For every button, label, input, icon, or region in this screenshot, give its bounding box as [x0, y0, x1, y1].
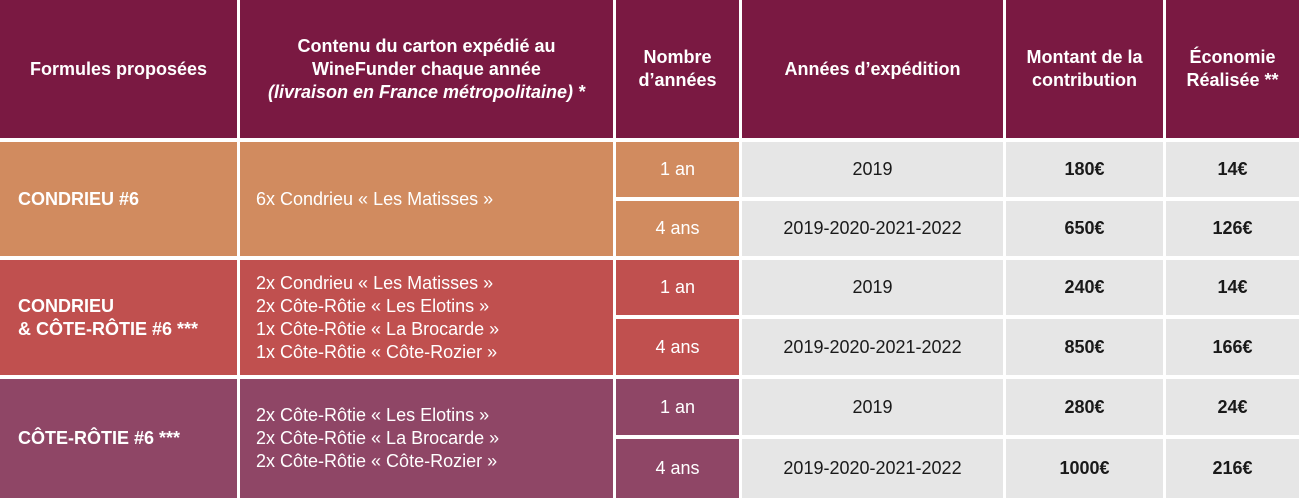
- years-cell: 4 ans: [616, 439, 739, 498]
- header-formulas: Formules proposées: [0, 0, 237, 138]
- content-condrieu-cote-rotie: 2x Condrieu « Les Matisses » 2x Côte-Rôt…: [240, 260, 613, 375]
- years-cell: 4 ans: [616, 319, 739, 375]
- content-line: 2x Côte-Rôtie « La Brocarde »: [256, 428, 500, 448]
- header-years-line1: Nombre: [643, 47, 712, 67]
- shipping-cell: 2019-2020-2021-2022: [742, 201, 1003, 256]
- years-cell: 1 an: [616, 260, 739, 315]
- shipping-value: 2019-2020-2021-2022: [783, 458, 962, 478]
- header-content-line2: WineFunder chaque année: [312, 58, 541, 79]
- shipping-cell: 2019: [742, 142, 1003, 197]
- years-value: 4 ans: [655, 458, 700, 478]
- shipping-value: 2019: [852, 277, 893, 297]
- savings-cell: 126€: [1166, 201, 1299, 256]
- years-value: 1 an: [659, 159, 696, 179]
- savings-value: 216€: [1212, 458, 1253, 478]
- years-value: 4 ans: [655, 218, 700, 238]
- header-shipping-years: Années d’expédition: [742, 0, 1003, 138]
- years-value: 1 an: [659, 277, 696, 297]
- content-line: 2x Côte-Rôtie « Les Elotins »: [256, 405, 490, 425]
- content-cote-rotie: 2x Côte-Rôtie « Les Elotins » 2x Côte-Rô…: [240, 379, 613, 498]
- savings-value: 14€: [1217, 277, 1248, 297]
- savings-value: 24€: [1217, 396, 1248, 417]
- header-amount-line1: Montant de la: [1026, 47, 1143, 67]
- shipping-cell: 2019-2020-2021-2022: [742, 319, 1003, 375]
- amount-cell: 280€: [1006, 379, 1163, 435]
- content-line: 2x Côte-Rôtie « Les Elotins »: [256, 295, 490, 316]
- content-line: 2x Condrieu « Les Matisses »: [256, 272, 494, 293]
- savings-cell: 166€: [1166, 319, 1299, 375]
- savings-cell: 14€: [1166, 260, 1299, 315]
- savings-cell: 14€: [1166, 142, 1299, 197]
- shipping-value: 2019: [852, 396, 893, 417]
- amount-cell: 1000€: [1006, 439, 1163, 498]
- formula-line2: & CÔTE-RÔTIE #6 ***: [18, 318, 199, 339]
- shipping-value: 2019-2020-2021-2022: [783, 218, 962, 238]
- shipping-value: 2019: [852, 159, 893, 179]
- header-amount-line2: contribution: [1032, 70, 1137, 90]
- content-line: 2x Côte-Rôtie « Côte-Rozier »: [256, 451, 498, 471]
- header-savings: Économie Réalisée **: [1166, 0, 1299, 138]
- savings-cell: 216€: [1166, 439, 1299, 498]
- years-cell: 4 ans: [616, 201, 739, 256]
- amount-value: 180€: [1064, 159, 1105, 179]
- amount-value: 280€: [1064, 396, 1105, 417]
- header-savings-line1: Économie: [1189, 47, 1276, 67]
- content-line: 1x Côte-Rôtie « La Brocarde »: [256, 318, 500, 339]
- amount-cell: 650€: [1006, 201, 1163, 256]
- amount-cell: 180€: [1006, 142, 1163, 197]
- formula-condrieu: CONDRIEU #6: [0, 142, 237, 256]
- savings-cell: 24€: [1166, 379, 1299, 435]
- years-value: 4 ans: [655, 336, 700, 357]
- shipping-value: 2019-2020-2021-2022: [783, 336, 962, 357]
- shipping-cell: 2019: [742, 260, 1003, 315]
- formula-condrieu-cote-rotie: CONDRIEU & CÔTE-RÔTIE #6 ***: [0, 260, 237, 375]
- amount-cell: 850€: [1006, 319, 1163, 375]
- header-content-line1: Contenu du carton expédié au: [297, 35, 556, 56]
- header-formulas-label: Formules proposées: [29, 58, 208, 79]
- years-value: 1 an: [659, 396, 696, 417]
- header-shipping-years-label: Années d’expédition: [784, 58, 961, 79]
- header-content-line3: (livraison en France métropolitaine) *: [267, 81, 586, 102]
- content-line: 1x Côte-Rôtie « Côte-Rozier »: [256, 341, 498, 362]
- amount-cell: 240€: [1006, 260, 1163, 315]
- amount-value: 1000€: [1059, 458, 1110, 478]
- content-condrieu: 6x Condrieu « Les Matisses »: [240, 142, 613, 256]
- years-cell: 1 an: [616, 379, 739, 435]
- shipping-cell: 2019: [742, 379, 1003, 435]
- amount-value: 240€: [1064, 277, 1105, 297]
- header-years-line2: d’années: [638, 70, 717, 90]
- content-line: 6x Condrieu « Les Matisses »: [256, 188, 494, 209]
- formula-line1: CÔTE-RÔTIE #6 ***: [18, 428, 181, 448]
- savings-value: 126€: [1212, 218, 1253, 238]
- header-amount: Montant de la contribution: [1006, 0, 1163, 138]
- amount-value: 850€: [1064, 336, 1105, 357]
- header-savings-line2: Réalisée **: [1186, 70, 1279, 90]
- header-years: Nombre d’années: [616, 0, 739, 138]
- shipping-cell: 2019-2020-2021-2022: [742, 439, 1003, 498]
- formula-condrieu-line1: CONDRIEU #6: [18, 188, 140, 209]
- savings-value: 166€: [1212, 336, 1253, 357]
- formula-cote-rotie: CÔTE-RÔTIE #6 ***: [0, 379, 237, 498]
- header-content: Contenu du carton expédié au WineFunder …: [240, 0, 613, 138]
- savings-value: 14€: [1217, 159, 1248, 179]
- formula-line1: CONDRIEU: [18, 295, 115, 316]
- years-cell: 1 an: [616, 142, 739, 197]
- amount-value: 650€: [1064, 218, 1105, 238]
